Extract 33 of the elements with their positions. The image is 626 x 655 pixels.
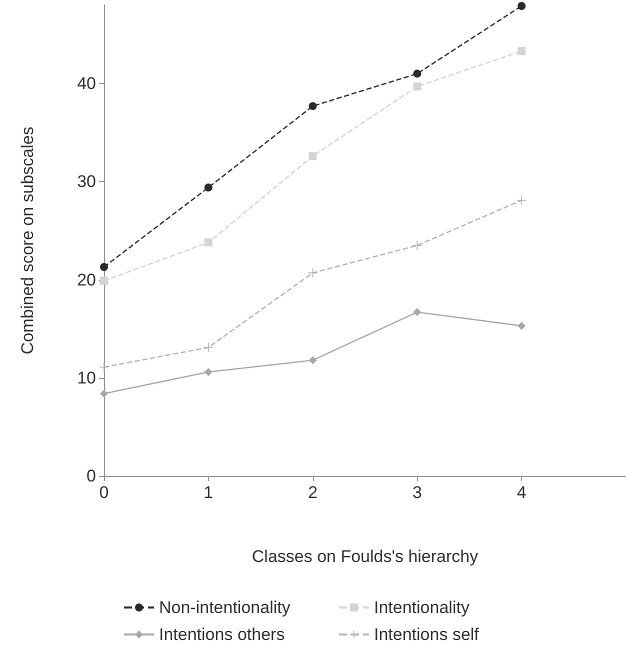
x-tick-label: 0 [99, 483, 109, 502]
point [308, 102, 317, 110]
point [204, 238, 212, 246]
x-tick-label: 3 [412, 483, 422, 502]
point [308, 152, 317, 160]
y-axis-title: Combined score on subscales [18, 126, 37, 354]
point [100, 390, 108, 398]
x-axis-title: Classes on Foulds's hierarchy [252, 547, 479, 566]
y-tick-label: 30 [77, 172, 96, 192]
point [204, 368, 212, 376]
point [413, 70, 422, 78]
legend-label: Intentionality [374, 598, 470, 617]
legend-label: Intentions self [374, 625, 480, 644]
point [204, 342, 213, 352]
point [308, 356, 317, 364]
y-tick-label: 40 [77, 74, 96, 93]
legend-label: Non-intentionality [159, 598, 291, 617]
point [100, 276, 108, 285]
point [100, 262, 108, 271]
point [413, 82, 422, 90]
point [100, 362, 108, 372]
y-tick-label: 0 [86, 466, 96, 486]
x-tick-label: 2 [308, 483, 318, 502]
point [518, 2, 526, 10]
point [518, 47, 526, 56]
x-tick-label: 1 [204, 483, 214, 502]
y-tick-label: 10 [77, 368, 96, 388]
x-tick-label: 4 [516, 483, 526, 502]
y-tick-label: 20 [77, 270, 96, 290]
point [518, 322, 526, 330]
point [204, 184, 212, 192]
point [413, 308, 422, 316]
legend-label: Intentions others [159, 625, 285, 644]
